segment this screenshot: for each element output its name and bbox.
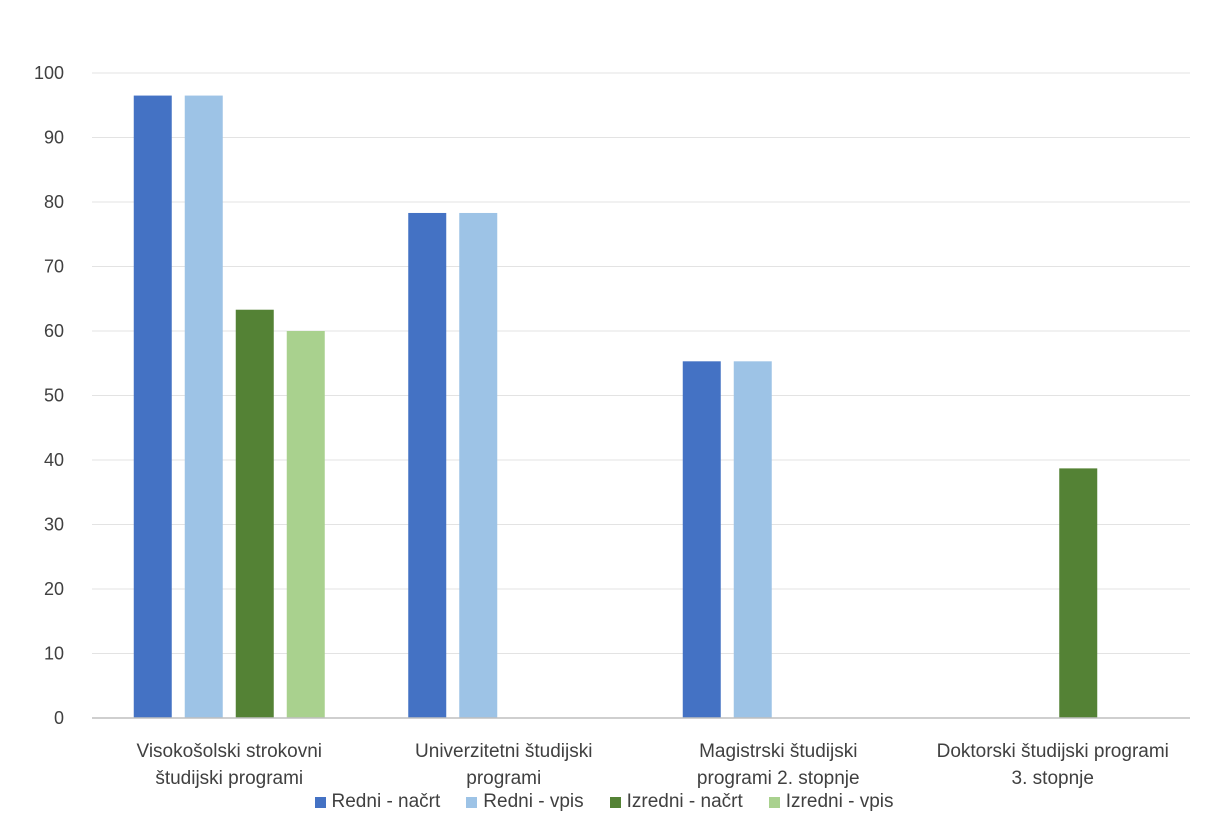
x-tick-label: študijski programi	[155, 768, 303, 789]
bar-2-2	[459, 212, 498, 718]
legend-swatch	[768, 796, 780, 808]
y-tick-label: 30	[44, 515, 64, 535]
legend-label: Redni - vpis	[483, 791, 584, 812]
legend-item: Izredni - vpis	[768, 791, 894, 813]
x-tick-label: 3. stopnje	[1012, 768, 1094, 789]
bar-2-3	[733, 361, 772, 718]
bar-3-4	[1059, 468, 1098, 718]
x-tick-label: Visokošolski strokovni	[136, 741, 322, 762]
x-axis-labels: Visokošolski strokovni študijski programi…	[136, 741, 1168, 789]
gridlines	[92, 72, 1190, 654]
bar-1-2	[408, 212, 447, 718]
legend-label: Izredni - načrt	[626, 791, 743, 812]
legend-swatch	[609, 796, 621, 808]
y-axis-ticks: 0 10 20 30 40 50 60 70 80 90 100	[34, 63, 64, 728]
y-tick-label: 50	[44, 386, 64, 406]
legend-item: Redni - načrt	[314, 791, 441, 813]
legend-swatch	[466, 796, 478, 808]
y-tick-label: 10	[44, 644, 64, 664]
legend: Redni - načrt Redni - vpis Izredni - načrt…	[0, 788, 1208, 816]
x-tick-label: Univerzitetni študijski	[415, 741, 592, 762]
legend-label: Izredni - vpis	[785, 791, 894, 812]
y-tick-label: 0	[54, 708, 64, 728]
legend-item: Redni - vpis	[466, 791, 584, 813]
y-tick-label: 90	[44, 128, 64, 148]
y-tick-label: 100	[34, 63, 64, 83]
legend-label: Redni - načrt	[331, 791, 441, 812]
bar-3-1	[235, 309, 274, 718]
bar-1-3	[682, 361, 721, 718]
y-tick-label: 80	[44, 192, 64, 212]
y-tick-label: 60	[44, 321, 64, 341]
y-tick-label: 40	[44, 450, 64, 470]
x-tick-label: Magistrski študijski	[699, 741, 857, 762]
x-tick-label: programi	[466, 768, 541, 789]
legend-item: Izredni - načrt	[609, 791, 743, 813]
bars	[133, 95, 1098, 718]
bar-4-1	[286, 331, 325, 718]
bar-2-1	[184, 95, 223, 718]
legend-swatch	[314, 796, 326, 808]
x-tick-label: Doktorski študijski programi	[937, 741, 1169, 762]
bar-1-1	[133, 95, 172, 718]
y-tick-label: 20	[44, 579, 64, 599]
y-tick-label: 70	[44, 257, 64, 277]
x-tick-label: programi 2. stopnje	[697, 768, 860, 789]
